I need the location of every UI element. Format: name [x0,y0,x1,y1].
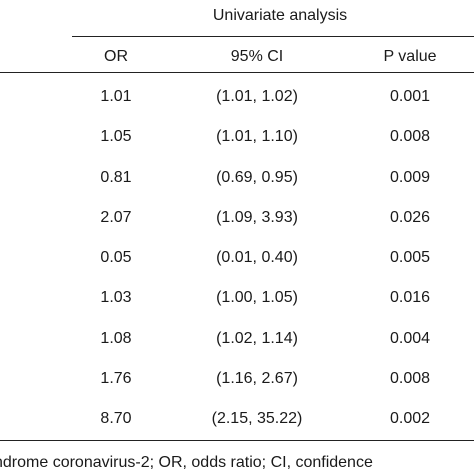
table-row: 0.05 (0.01, 0.40) 0.005 [0,248,474,268]
or-cell: 1.76 [100,370,132,387]
group-header: Univariate analysis [212,7,348,24]
p-value-cell: 0.002 [389,410,431,427]
table-row: 0.81 (0.69, 0.95) 0.009 [0,168,474,188]
ci-cell: (1.00, 1.05) [216,289,298,306]
table-row: 1.01 (1.01, 1.02) 0.001 [0,87,474,107]
ci-cell: (1.16, 2.67) [216,370,298,387]
p-value-cell: 0.008 [389,370,431,387]
table-row: 1.03 (1.00, 1.05) 0.016 [0,288,474,308]
ci-cell: (1.01, 1.10) [216,128,298,145]
table-footnote: ndrome coronavirus-2; OR, odds ratio; CI… [0,454,373,471]
table-row: 1.05 (1.01, 1.10) 0.008 [0,127,474,147]
ci-cell: (1.09, 3.93) [216,209,298,226]
column-header-or: OR [104,48,128,65]
or-cell: 0.05 [100,249,132,266]
p-value-cell: 0.001 [389,88,431,105]
p-value-cell: 0.005 [389,249,431,266]
or-cell: 1.03 [100,289,132,306]
table-row: 2.07 (1.09, 3.93) 0.026 [0,208,474,228]
or-cell: 1.05 [100,128,132,145]
ci-cell: (1.01, 1.02) [216,88,298,105]
ci-cell: (2.15, 35.22) [211,410,303,427]
column-header-rule [0,72,474,73]
column-header-p-value: P value [383,48,437,65]
p-value-cell: 0.004 [389,330,431,347]
table-row: 8.70 (2.15, 35.22) 0.002 [0,409,474,429]
table-row: 1.76 (1.16, 2.67) 0.008 [0,369,474,389]
ci-cell: (1.02, 1.14) [216,330,298,347]
p-value-cell: 0.009 [389,169,431,186]
or-cell: 2.07 [100,209,132,226]
ci-cell: (0.01, 0.40) [216,249,298,266]
or-cell: 1.08 [100,330,132,347]
table-row: 1.08 (1.02, 1.14) 0.004 [0,329,474,349]
p-value-cell: 0.016 [389,289,431,306]
ci-cell: (0.69, 0.95) [216,169,298,186]
or-cell: 8.70 [100,410,132,427]
or-cell: 1.01 [100,88,132,105]
p-value-cell: 0.026 [389,209,431,226]
table-bottom-rule [0,440,474,441]
or-cell: 0.81 [100,169,132,186]
p-value-cell: 0.008 [389,128,431,145]
column-header-ci: 95% CI [230,48,284,65]
group-header-rule [72,36,474,37]
